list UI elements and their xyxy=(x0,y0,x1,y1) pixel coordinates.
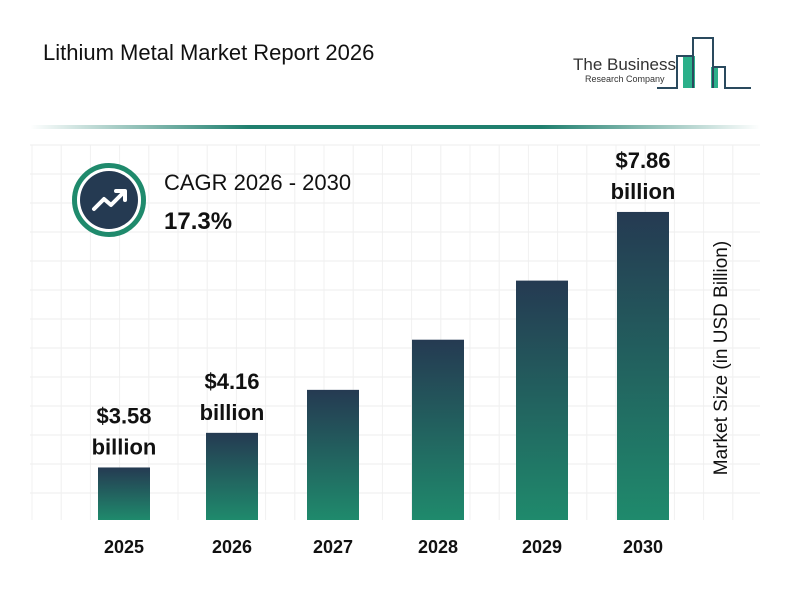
x-tick-label: 2028 xyxy=(418,537,458,557)
data-label-unit: billion xyxy=(611,179,676,204)
x-tick-label: 2026 xyxy=(212,537,252,557)
data-label-unit: billion xyxy=(92,434,157,459)
x-tick-label: 2029 xyxy=(522,537,562,557)
data-label-value: $3.58 xyxy=(96,403,151,428)
bar-2029 xyxy=(516,280,568,520)
company-logo: The Business Research Company xyxy=(565,32,755,92)
bar-2030 xyxy=(617,211,669,520)
x-tick-label: 2025 xyxy=(104,537,144,557)
bar-2025 xyxy=(98,467,150,520)
logo-buildings-icon xyxy=(657,37,751,89)
page-title: Lithium Metal Market Report 2026 xyxy=(43,40,375,65)
logo-text: The Business xyxy=(573,55,676,74)
logo-subtext: Research Company xyxy=(585,74,665,84)
divider xyxy=(30,125,760,129)
trending-up-icon xyxy=(72,163,146,237)
cagr-label: CAGR 2026 - 2030 xyxy=(164,170,352,195)
x-tick-label: 2027 xyxy=(313,537,353,557)
data-label-unit: billion xyxy=(200,400,265,425)
cagr-value: 17.3% xyxy=(164,208,233,235)
data-label-value: $4.16 xyxy=(204,369,259,394)
bar-2026 xyxy=(206,432,258,520)
data-label-value: $7.86 xyxy=(615,148,670,173)
x-tick-label: 2030 xyxy=(623,537,663,557)
y-axis-label: Market Size (in USD Billion) xyxy=(711,240,732,476)
bar-2028 xyxy=(412,339,464,520)
bar-2027 xyxy=(307,389,359,520)
